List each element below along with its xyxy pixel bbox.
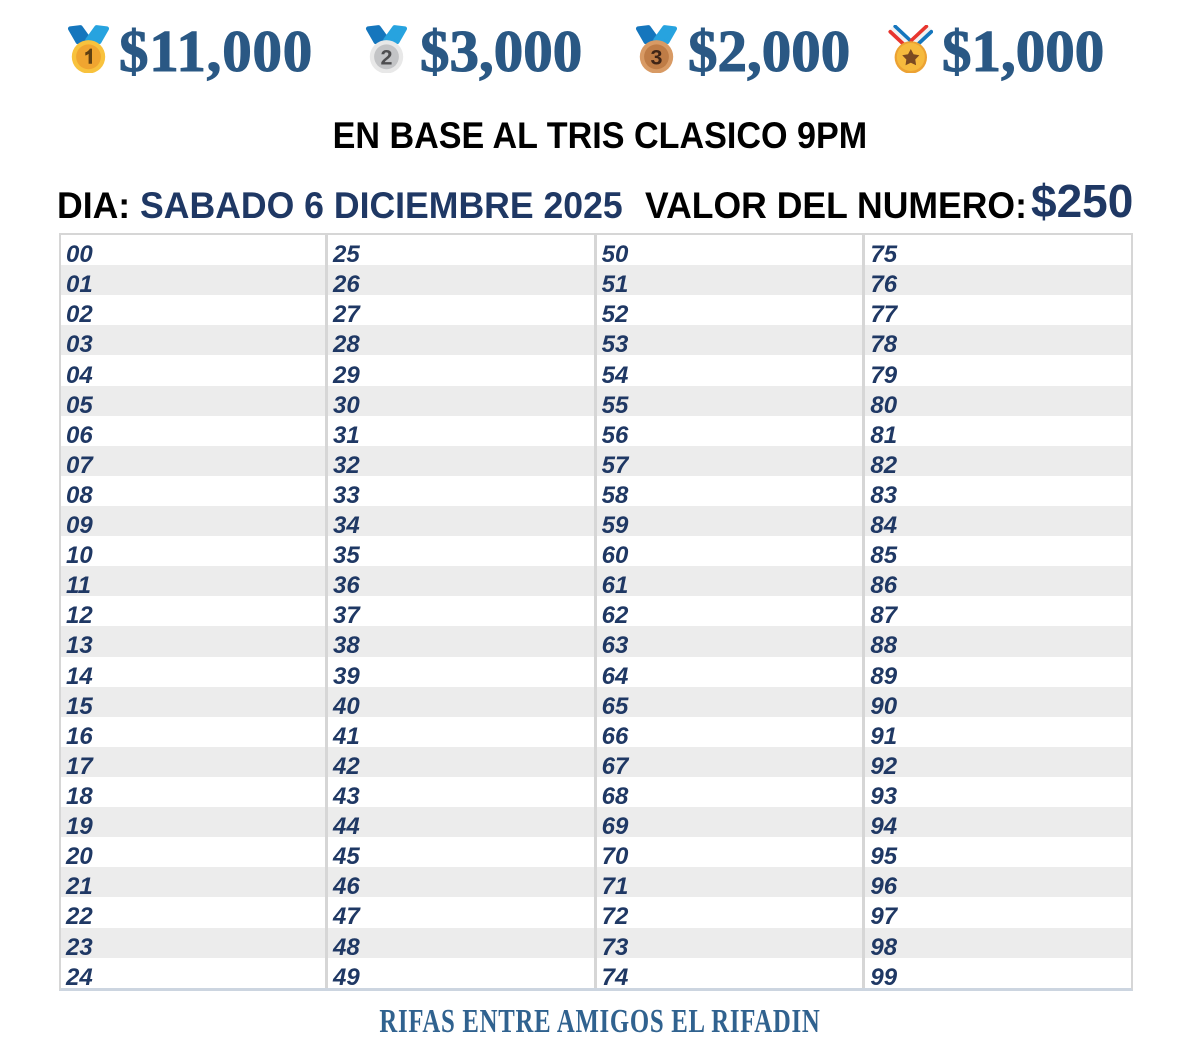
svg-text:2: 2 bbox=[381, 45, 393, 69]
svg-text:3: 3 bbox=[651, 45, 663, 69]
